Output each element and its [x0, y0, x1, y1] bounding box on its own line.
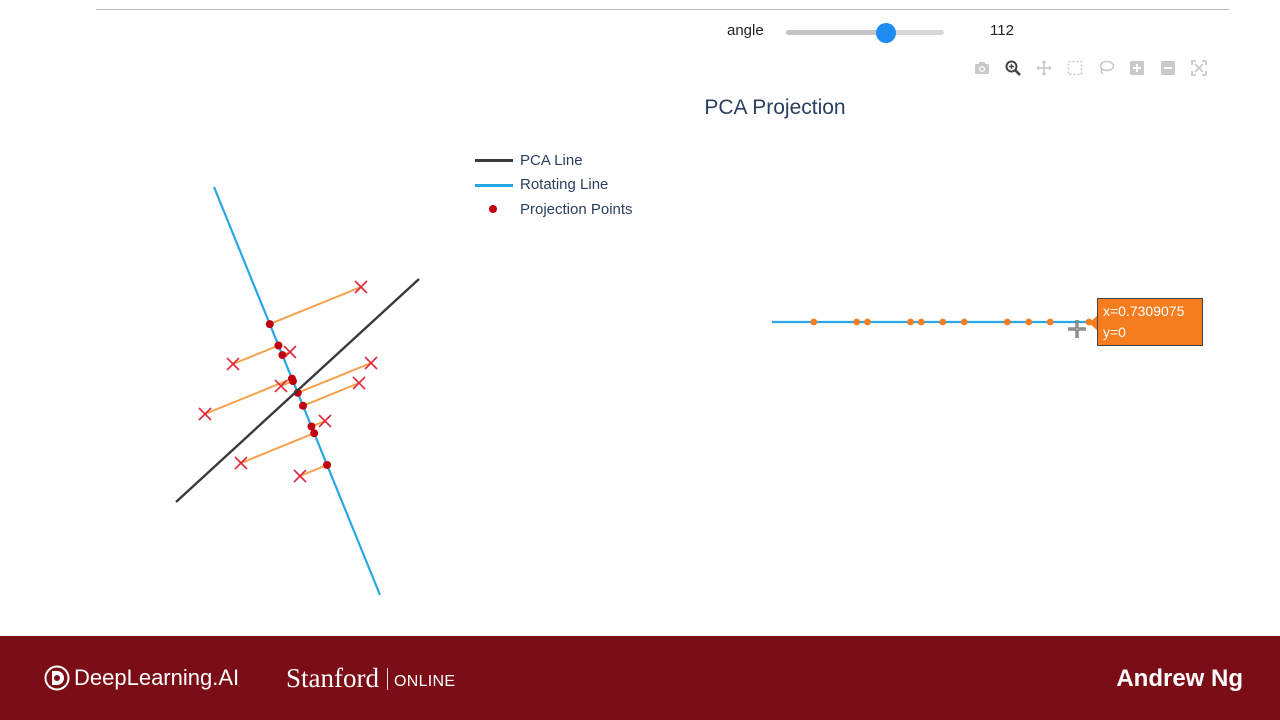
data-point-marker	[198, 407, 212, 421]
stanford-online-text: ONLINE	[393, 672, 456, 690]
legend-item-rotating-line[interactable]: Rotating Line	[474, 173, 633, 198]
data-point-stroke	[293, 469, 307, 483]
data-point-stroke	[364, 356, 378, 370]
angle-slider-fill	[786, 30, 886, 35]
presenter-name: Andrew Ng	[1116, 665, 1243, 692]
projection-connector	[240, 432, 315, 464]
projected-point-1d	[1025, 318, 1033, 326]
projection-plot-1d	[772, 318, 1096, 326]
data-point-stroke	[198, 407, 212, 421]
projection-connector	[297, 362, 372, 394]
zoom-out-icon[interactable]	[1152, 56, 1183, 80]
data-point-marker	[283, 345, 297, 359]
legend-swatch-projection-points	[474, 199, 514, 219]
plot-title: PCA Projection	[704, 96, 846, 119]
zoom-icon[interactable]	[997, 56, 1028, 80]
data-point-marker	[364, 356, 378, 370]
projected-point-1d	[960, 318, 968, 326]
projection-point	[310, 429, 319, 438]
data-point-stroke	[318, 414, 332, 428]
angle-slider[interactable]	[786, 23, 944, 43]
hover-tooltip-caret	[1089, 315, 1098, 331]
stanford-name: Stanford	[286, 663, 379, 693]
angle-slider-label: angle	[727, 22, 764, 39]
data-point-marker	[318, 414, 332, 428]
projected-point-1d	[853, 318, 861, 326]
projection-connector	[299, 464, 328, 477]
projected-point-1d	[864, 318, 871, 326]
legend-label: PCA Line	[520, 151, 583, 169]
projected-point-1d	[939, 318, 947, 326]
box-select-icon[interactable]	[1059, 56, 1090, 80]
top-divider	[96, 9, 1229, 10]
projection-point	[299, 401, 308, 410]
legend-swatch-pca-line	[474, 150, 514, 170]
projected-point-1d	[810, 318, 818, 326]
legend-label: Rotating Line	[520, 176, 609, 194]
brand-name: DeepLearning.AI	[74, 665, 240, 690]
stanford-online-logo: Stanford ONLINE	[286, 663, 455, 694]
projection-connector	[302, 382, 360, 407]
data-point-stroke	[283, 345, 297, 359]
legend-label: Projection Points	[520, 200, 633, 218]
plot-legend: PCA Line Rotating Line Projection Points	[474, 148, 633, 222]
data-point-stroke	[274, 379, 288, 393]
legend-item-projection-points[interactable]: Projection Points	[474, 197, 633, 222]
pca-line	[175, 278, 420, 503]
data-point-marker	[354, 280, 368, 294]
data-point-marker	[293, 469, 307, 483]
crosshair-cursor-icon	[1068, 320, 1086, 338]
data-point-stroke	[352, 376, 366, 390]
camera-icon[interactable]	[966, 56, 997, 80]
autoscale-icon[interactable]	[1183, 56, 1214, 80]
lasso-select-icon[interactable]	[1090, 56, 1121, 80]
hover-y-value: y=0	[1103, 324, 1126, 340]
deeplearning-ai-icon	[44, 665, 70, 691]
projected-point-1d	[1003, 318, 1011, 326]
projection-connector	[232, 344, 279, 365]
hover-x-value: x=0.7309075	[1103, 303, 1185, 319]
projection-point	[323, 460, 332, 469]
data-point-marker	[274, 379, 288, 393]
hover-tooltip: x=0.7309075 y=0	[1097, 298, 1203, 346]
pca-plot-area	[175, 186, 1096, 596]
data-point-marker	[226, 357, 240, 371]
projection-point	[307, 422, 316, 431]
projected-point-1d	[907, 318, 914, 326]
legend-item-pca-line[interactable]: PCA Line	[474, 148, 633, 173]
legend-swatch-rotating-line	[474, 175, 514, 195]
projection-point	[265, 320, 274, 329]
data-point-stroke	[234, 456, 248, 470]
angle-slider-thumb[interactable]	[875, 23, 896, 43]
angle-slider-value: 112	[990, 22, 1014, 39]
data-point-stroke	[354, 280, 368, 294]
projection-connector	[204, 377, 293, 415]
projection-point	[274, 341, 283, 350]
data-point-stroke	[226, 357, 240, 371]
stanford-divider	[386, 667, 388, 690]
data-point-marker	[352, 376, 366, 390]
projection-connector	[269, 286, 362, 326]
plot-modebar	[966, 56, 1214, 80]
pan-icon[interactable]	[1028, 56, 1059, 80]
data-point-marker	[234, 456, 248, 470]
projected-point-1d	[1046, 318, 1054, 326]
deeplearning-ai-logo: DeepLearning.AI	[44, 665, 239, 691]
scatter-plot-2d	[175, 186, 420, 596]
projected-point-1d	[917, 318, 925, 326]
projection-point	[288, 377, 297, 386]
footer-banner: DeepLearning.AI Stanford ONLINE Andrew N…	[0, 636, 1280, 720]
zoom-in-icon[interactable]	[1121, 56, 1152, 80]
